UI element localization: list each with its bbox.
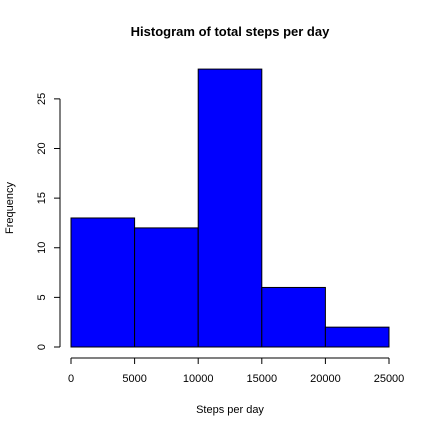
x-axis: 0 5000 10000 15000 20000 25000	[68, 357, 405, 385]
y-tick-label: 5	[36, 294, 48, 300]
x-tick-label: 20000	[310, 373, 341, 385]
x-tick-label: 10000	[183, 373, 214, 385]
y-tick-label: 25	[36, 93, 48, 105]
x-tick-label: 5000	[122, 373, 146, 385]
histogram-bar-5	[324, 326, 390, 348]
histogram-bar-4	[261, 286, 326, 348]
chart-title: Histogram of total steps per day	[131, 24, 330, 39]
histogram-bar-3	[197, 68, 263, 348]
y-tick-label: 10	[36, 242, 48, 254]
x-tick-label: 15000	[247, 373, 278, 385]
y-tick-label: 15	[36, 192, 48, 204]
bars-group	[70, 68, 390, 348]
histogram-bar-2	[134, 227, 199, 348]
y-axis: 0 5 10 15 20 25	[36, 93, 61, 350]
y-axis-label: Frequency	[4, 182, 16, 234]
y-tick-label: 0	[36, 344, 48, 350]
x-tick-label: 25000	[374, 373, 405, 385]
x-tick-label: 0	[68, 373, 74, 385]
x-axis-label: Steps per day	[196, 404, 264, 416]
y-tick-label: 20	[36, 142, 48, 154]
histogram-bar-1	[70, 217, 136, 348]
